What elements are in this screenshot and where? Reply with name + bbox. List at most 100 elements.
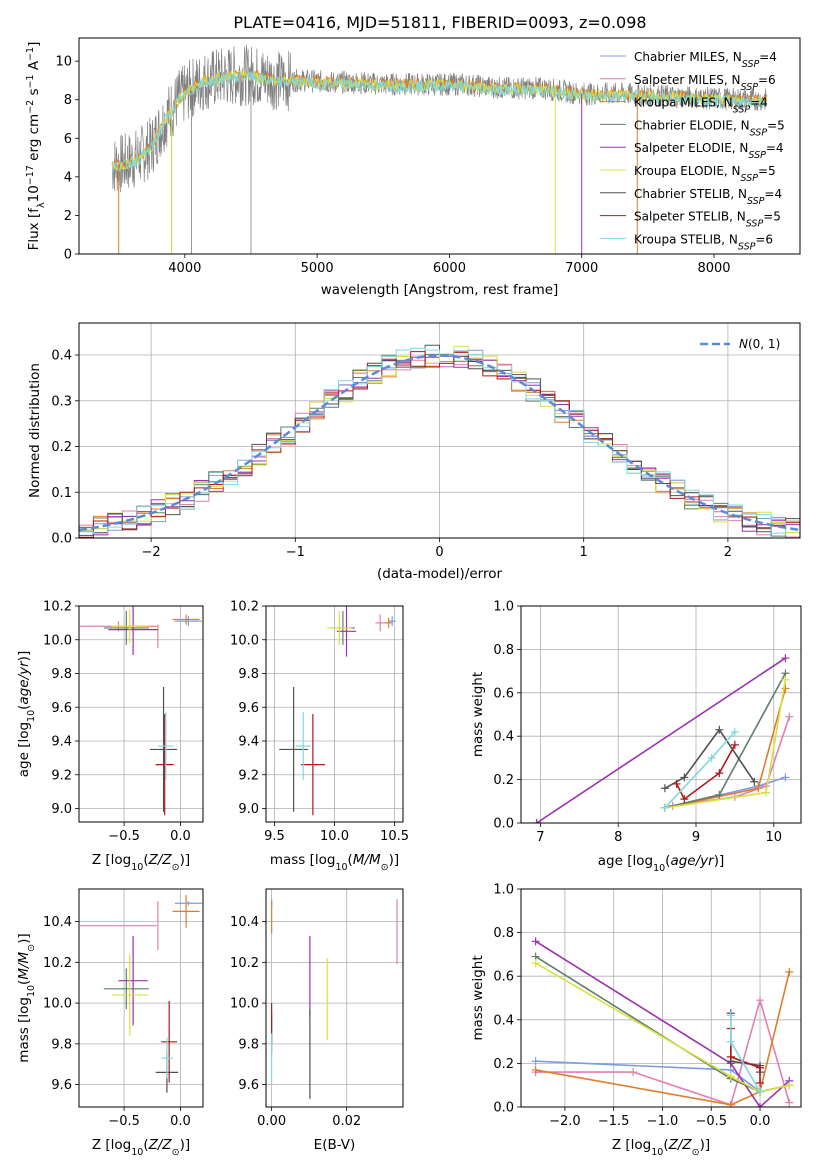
massweight_vs_age-marker bbox=[730, 727, 739, 736]
legend-label-kroupa_stelib-part: =6 bbox=[755, 232, 773, 246]
massweight_vs_age-marker bbox=[680, 795, 689, 804]
mass_vs_Z-point-kroupa_elodie bbox=[111, 954, 148, 1036]
massweight_vs_age-marker bbox=[660, 803, 669, 812]
massweight_vs_Z-marker bbox=[726, 1011, 735, 1020]
legend-label-chabrier_stelib-part: =4 bbox=[764, 187, 782, 201]
residual-hist-kroupa_stelib bbox=[79, 347, 800, 534]
massweight_vs_age-xtick-label: 7 bbox=[536, 830, 544, 845]
mass_vs_ebv-axes: 0.00 0.02 9.6 9.8 10.0 10.2 10.4 E(B-V) bbox=[230, 888, 404, 1153]
residual-hist-kroupa_elodie bbox=[79, 345, 800, 533]
massweight_vs_age-xlabel-part: age/yr bbox=[670, 853, 715, 869]
mass_vs_ebv-ytick-label: 10.0 bbox=[230, 997, 259, 1012]
spectrum-xtick-label: 6000 bbox=[433, 261, 466, 276]
age_vs_mass-point-salpeter_miles bbox=[375, 614, 385, 632]
mass_vs_Z-xlabel-part: 10 bbox=[131, 1147, 143, 1158]
age_vs_Z-ytick-label: 9.0 bbox=[51, 802, 72, 817]
age_vs_mass-ytick-label: 10.2 bbox=[230, 600, 259, 615]
age_vs_Z-point-chabrier_stelib bbox=[150, 687, 178, 812]
legend-label-salpeter_miles-part: =6 bbox=[758, 73, 776, 87]
residuals-ytick-label: 0.0 bbox=[51, 532, 72, 547]
residual-legend-label: N(0, 1) bbox=[739, 337, 780, 351]
massweight_vs_age-plot-area bbox=[532, 654, 794, 823]
residuals-xtick-label: 2 bbox=[724, 545, 732, 560]
residuals-ytick-label: 0.2 bbox=[51, 440, 72, 455]
residuals-plot-area bbox=[79, 344, 800, 538]
massweight_vs_age-xlabel-part: )] bbox=[714, 853, 725, 869]
mass_vs_Z-plot-area bbox=[80, 895, 202, 1093]
massweight_vs_age-ylabel: mass weight bbox=[470, 672, 486, 757]
legend-label-salpeter_elodie-part: =4 bbox=[766, 141, 784, 155]
massweight_vs_Z-xlabel-part: Z [log bbox=[612, 1137, 651, 1153]
spectrum-frame bbox=[78, 37, 801, 255]
mass_vs_Z-xlabel-part: )] bbox=[180, 1137, 191, 1153]
massweight_vs_Z-marker bbox=[756, 1087, 765, 1096]
legend-label-chabrier_stelib-part: SSP bbox=[747, 195, 765, 206]
age_vs_mass-point-kroupa_miles bbox=[384, 617, 393, 628]
massweight_vs_age-marker bbox=[781, 654, 790, 663]
massweight_vs_age-marker bbox=[715, 769, 724, 778]
age_vs_mass-xlabel: mass [log10(M/M⊙)] bbox=[270, 852, 399, 873]
mass_vs_Z-axes: −0.5 0.09.69.810.010.210.4Z [log10(Z/Z⊙)]… bbox=[16, 888, 204, 1158]
massweight_vs_Z-line bbox=[535, 940, 790, 1107]
spectrum-ylabel-part: ] bbox=[26, 42, 42, 47]
age_vs_Z-xtick-label: 0.0 bbox=[170, 829, 191, 844]
legend-label-salpeter_stelib-part: Salpeter STELIB, N bbox=[634, 210, 746, 224]
age_vs_Z-point-chabrier_miles bbox=[174, 616, 202, 627]
legend-label-salpeter_elodie-part: SSP bbox=[748, 150, 766, 161]
legend-label-kroupa_stelib-part: SSP bbox=[738, 241, 756, 252]
mass_vs_ebv-ytick-label: 9.8 bbox=[238, 1037, 259, 1052]
massweight_vs_Z-xtick-label: −2.0 bbox=[549, 1114, 581, 1129]
mass_vs_ebv-ytick-label: 10.4 bbox=[230, 915, 259, 930]
spectrum-ylabel-part: −1 bbox=[25, 47, 36, 61]
residuals-xlabel: (data-model)/error bbox=[377, 566, 503, 582]
spectrum-ytick-label: 10 bbox=[55, 55, 72, 70]
legend-label-kroupa_stelib: Kroupa STELIB, NSSP=6 bbox=[634, 232, 773, 252]
massweight_vs_age-marker bbox=[754, 784, 763, 793]
mass_vs_Z-xlabel-part: Z [log bbox=[92, 1137, 131, 1153]
age_vs_Z-xlabel-part: 10 bbox=[131, 862, 143, 873]
mass_vs_Z-point-kroupa_stelib bbox=[161, 1037, 173, 1079]
massweight_vs_age-ytick-label: 0.4 bbox=[493, 730, 514, 745]
age_vs_Z-xlabel-part: ( bbox=[143, 852, 148, 868]
age_vs_mass-ytick-label: 9.8 bbox=[238, 667, 259, 682]
massweight_vs_age-ytick-label: 1.0 bbox=[493, 600, 514, 615]
massweight_vs_age-line bbox=[675, 744, 736, 801]
age_vs_Z-ylabel: age [log10(age/yr)] bbox=[16, 651, 37, 777]
mass_vs_ebv-xlabel-part: E(B-V) bbox=[314, 1137, 356, 1153]
mass_vs_Z-ytick-label: 10.2 bbox=[43, 956, 72, 971]
mass_vs_Z-xlabel: Z [log10(Z/Z⊙)] bbox=[92, 1137, 190, 1158]
age_vs_mass-ytick-label: 9.0 bbox=[238, 802, 259, 817]
age_vs_mass-xlabel-part: ( bbox=[348, 852, 353, 868]
age_vs_Z-ylabel-part: age [log bbox=[16, 722, 32, 777]
massweight_vs_age-marker bbox=[750, 777, 759, 786]
spectrum-xtick-label: 7000 bbox=[565, 261, 598, 276]
age_vs_mass-xlabel-part: )] bbox=[389, 852, 400, 868]
legend-label-chabrier_miles-part: Chabrier MILES, N bbox=[634, 50, 742, 64]
spectrum-ylabel-part: 10 bbox=[26, 185, 42, 202]
age_vs_Z-ytick-label: 10.0 bbox=[43, 633, 72, 648]
age_vs_Z-xlabel-part: Z/Z bbox=[148, 852, 173, 868]
massweight_vs_Z-xlabel: Z [log10(Z/Z⊙)] bbox=[612, 1137, 710, 1158]
massweight_vs_age-line bbox=[536, 657, 786, 823]
massweight_vs_age-marker bbox=[680, 773, 689, 782]
residuals-xtick-label: −2 bbox=[142, 545, 161, 560]
mass_vs_Z-xtick-label: −0.5 bbox=[108, 1114, 140, 1129]
age_vs_Z-plot-area bbox=[80, 606, 202, 816]
age_vs_Z-ylabel-part: )] bbox=[16, 651, 32, 662]
mass_vs_ebv-xlabel: E(B-V) bbox=[314, 1137, 356, 1153]
massweight_vs_Z-xlabel-part: )] bbox=[700, 1137, 711, 1153]
massweight_vs_Z-marker bbox=[531, 1057, 540, 1066]
legend-label-salpeter_elodie: Salpeter ELODIE, NSSP=4 bbox=[634, 141, 784, 161]
age_vs_mass-point-kroupa_elodie bbox=[327, 611, 352, 645]
spectrum-ylabel-part: erg cm bbox=[26, 114, 42, 165]
massweight_vs_Z-marker bbox=[756, 1103, 765, 1107]
mass_vs_Z-xtick-label: 0.0 bbox=[170, 1114, 191, 1129]
age_vs_Z-xlabel-part: Z [log bbox=[92, 852, 131, 868]
spectrum-ylabel-part: λ bbox=[36, 202, 47, 208]
spectrum-ytick-label: 2 bbox=[64, 209, 72, 224]
age_vs_mass-xlabel-part: ⊙ bbox=[381, 862, 389, 873]
massweight_vs_age-xlabel-part: age [log bbox=[598, 853, 653, 869]
mass_vs_ebv-xtick-label: 0.00 bbox=[257, 1114, 286, 1129]
